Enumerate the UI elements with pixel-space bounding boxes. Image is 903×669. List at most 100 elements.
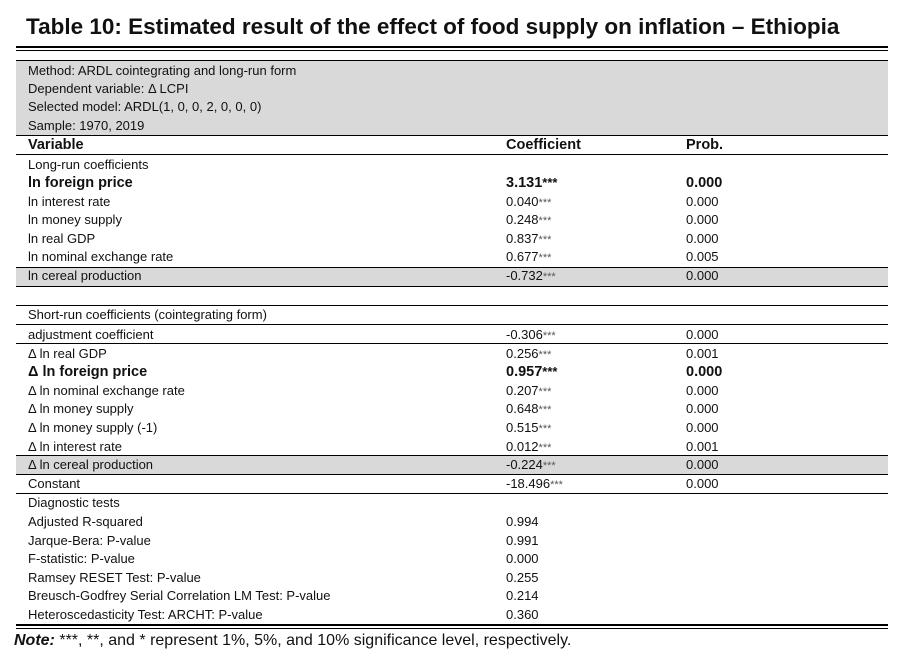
table-row-variable: ln foreign price [28,175,133,191]
diagnostic-row-value: 0.214 [506,588,539,604]
short-run-label-rule [16,324,888,325]
table-row-coefficient: -18.496*** [506,475,563,493]
table-row-coefficient: 3.131*** [506,174,557,192]
table-row-prob: 0.001 [686,438,719,454]
note-text: ***, **, and * represent 1%, 5%, and 10%… [54,632,572,649]
coefficient-value: 0.040 [506,193,539,209]
significance-stars: *** [542,460,556,473]
coefficient-value: -0.732 [506,268,543,283]
meta-selected-model: Selected model: ARDL(1, 0, 0, 2, 0, 0, 0… [28,99,262,114]
significance-stars: *** [538,404,552,417]
table-row-variable: Δ ln cereal production [28,457,154,473]
table-row-variable: Δ ln money supply [28,401,134,417]
coefficient-value: -0.224 [506,457,543,473]
table-row-variable: Constant [28,475,81,491]
table-row-coefficient: 0.648*** [506,400,551,418]
bottom-rule-inner [16,628,888,629]
table-row-prob: 0.000 [686,457,719,473]
short-run-top-rule [16,305,888,306]
table-row-prob: 0.000 [686,230,719,246]
table-row-coefficient: 0.957*** [506,363,557,381]
table-row-prob: 0.000 [686,382,719,398]
meta-method: Method: ARDL cointegrating and long-run … [28,63,297,78]
diagnostic-row-label: F-statistic: P-value [28,551,135,567]
constant-bottom-rule [16,493,888,494]
coefficient-value: 0.648 [506,401,539,417]
meta-dependent-variable: Dependent variable: Δ LCPI [28,81,189,96]
table-row-prob: 0.000 [686,175,723,191]
significance-stars: *** [542,364,558,380]
significance-stars: *** [550,478,563,491]
coefficient-value: 0.677 [506,249,539,265]
significance-stars: *** [538,423,552,435]
coefficient-value: 0.256 [506,345,539,361]
diagnostic-row-label: Breusch-Godfrey Serial Correlation LM Te… [28,588,331,604]
diagnostic-row-value: 0.991 [506,532,539,548]
significance-stars: *** [538,385,552,398]
table-note: Note: ***, **, and * represent 1%, 5%, a… [14,632,571,650]
header-prob: Prob. [686,137,724,153]
significance-stars: *** [538,196,552,209]
significance-stars: *** [538,348,552,361]
diagnostic-row-label: Heteroscedasticity Test: ARCHT: P-value [28,607,263,622]
adjustment-rule [16,343,888,344]
table-row-coefficient: -0.306*** [506,326,556,344]
coefficient-value: 0.515 [506,420,539,435]
table-title: Table 10: Estimated result of the effect… [26,14,840,39]
table-row-coefficient: -0.224*** [506,456,556,474]
note-label: Note: [14,632,55,649]
coefficient-value: 0.957 [506,364,543,381]
table-row-variable: Δ ln real GDP [28,345,107,361]
table-row-coefficient: 0.207*** [506,382,551,400]
table-row-variable: ln interest rate [28,193,111,209]
table-row-coefficient: 0.515*** [506,419,551,437]
coefficient-value: -18.496 [506,475,551,491]
diagnostic-row-value: 0.000 [506,551,539,567]
table-row-variable: Δ ln nominal exchange rate [28,382,185,398]
significance-stars: *** [542,330,556,342]
diagnostic-row-label: Ramsey RESET Test: P-value [28,569,201,585]
significance-stars: *** [538,215,552,228]
table-row-coefficient: 0.248*** [506,211,551,229]
diagnostic-row-value: 0.360 [506,607,539,622]
table-row-variable: Δ ln money supply (-1) [28,420,158,435]
coefficient-value: 0.012 [506,438,539,454]
table-row-prob: 0.000 [686,212,719,228]
long-run-label: Long-run coefficients [28,157,149,172]
table-row-prob: 0.000 [686,268,719,283]
top-rule-inner [16,50,888,51]
diagnostic-row-value: 0.255 [506,569,539,585]
significance-stars: *** [538,252,552,265]
table-row-prob: 0.000 [686,475,719,491]
diagnostics-label: Diagnostic tests [28,495,120,510]
coefficient-value: 0.207 [506,382,539,398]
diagnostic-row-value: 0.994 [506,514,539,529]
table-row-prob: 0.005 [686,249,719,265]
table-row-prob: 0.000 [686,327,719,342]
diagnostic-row-label: Jarque-Bera: P-value [28,532,151,548]
table-row-prob: 0.000 [686,401,719,417]
long-run-bottom-rule [16,286,888,287]
table-row-coefficient: 0.012*** [506,438,551,456]
coefficient-value: -0.306 [506,327,543,342]
table-row-coefficient: 0.040*** [506,193,551,211]
table-row-prob: 0.000 [686,193,719,209]
table-row-variable: ln real GDP [28,230,96,246]
table-row-prob: 0.000 [686,364,723,381]
short-run-label: Short-run coefficients (cointegrating fo… [28,307,267,322]
table-row-coefficient: 0.256*** [506,345,551,363]
table-row-variable: ln nominal exchange rate [28,249,174,265]
table-row-coefficient: 0.677*** [506,248,551,266]
long-run-highlight [16,267,888,286]
diagnostic-row-label: Adjusted R-squared [28,514,143,529]
header-coefficient: Coefficient [506,137,581,153]
significance-stars: *** [542,175,558,190]
coefficient-value: 3.131 [506,175,543,191]
table-row-variable: Δ ln interest rate [28,438,122,454]
table-row-variable: ln money supply [28,212,122,228]
meta-shading [16,60,888,135]
header-variable: Variable [28,137,84,153]
coefficient-value: 0.248 [506,212,539,228]
significance-stars: *** [538,441,552,454]
constant-top-rule [16,474,888,475]
